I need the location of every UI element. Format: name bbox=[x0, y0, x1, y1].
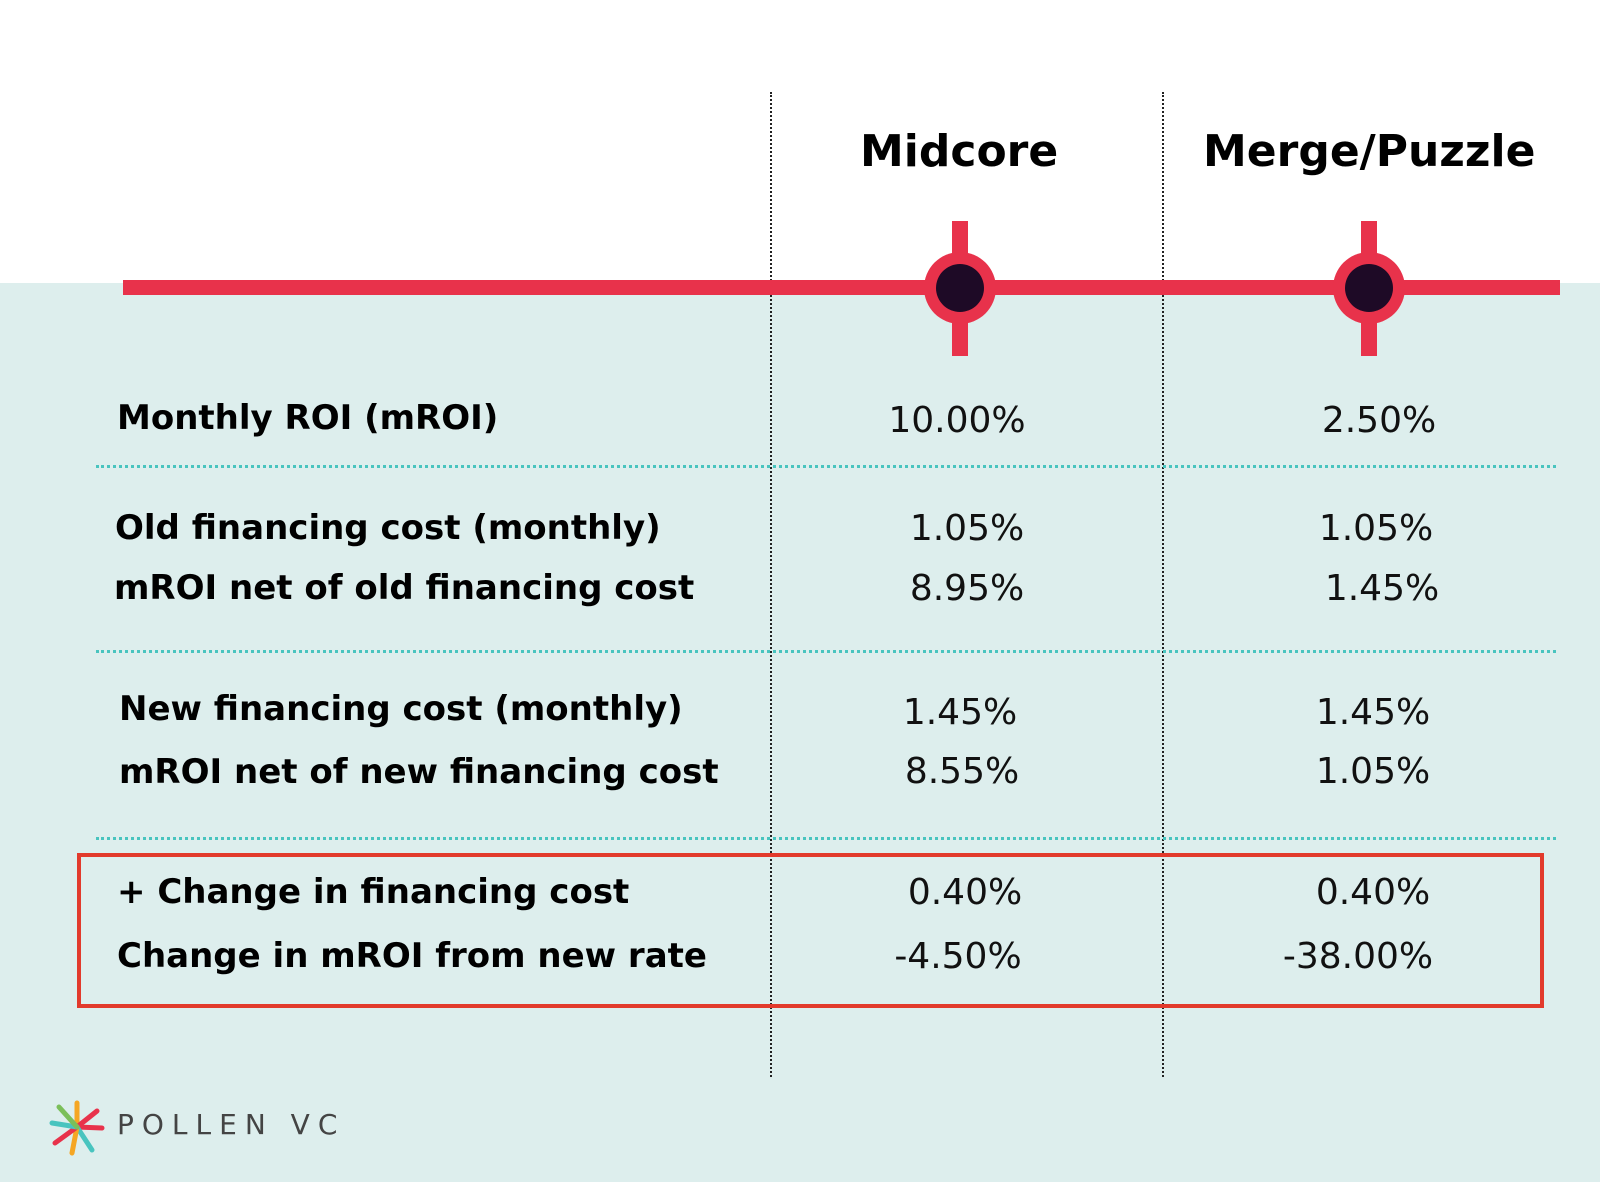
table-background-panel bbox=[0, 283, 1600, 1182]
row-separator bbox=[96, 650, 1556, 653]
row-separator bbox=[96, 837, 1556, 840]
row-value-mroi-net-new-midcore: 8.55% bbox=[904, 751, 1020, 792]
highlight-box bbox=[77, 853, 1544, 1008]
row-separator bbox=[96, 465, 1556, 468]
pollen-star-icon bbox=[49, 1100, 105, 1156]
row-label-old-financing-cost: Old financing cost (monthly) bbox=[115, 508, 661, 548]
row-label-change-mroi: Change in mROI from new rate bbox=[117, 936, 707, 976]
column-header-merge-puzzle: Merge/Puzzle bbox=[1203, 126, 1536, 177]
column-divider-left bbox=[770, 92, 772, 1077]
timeline-marker-midcore bbox=[924, 221, 996, 356]
row-value-change-mroi-merge-puzzle: -38.00% bbox=[1282, 936, 1434, 977]
timeline-bar bbox=[123, 280, 1560, 295]
row-value-change-financing-cost-merge-puzzle: 0.40% bbox=[1315, 872, 1431, 913]
row-value-new-financing-cost-midcore: 1.45% bbox=[902, 692, 1018, 733]
row-value-new-financing-cost-merge-puzzle: 1.45% bbox=[1315, 692, 1431, 733]
row-label-mroi-net-old: mROI net of old financing cost bbox=[114, 568, 695, 608]
timeline-marker-merge-puzzle bbox=[1333, 221, 1405, 356]
row-value-mroi-net-new-merge-puzzle: 1.05% bbox=[1315, 751, 1431, 792]
row-value-monthly-roi-merge-puzzle: 2.50% bbox=[1321, 400, 1437, 441]
row-value-monthly-roi-midcore: 10.00% bbox=[888, 400, 1026, 441]
row-label-change-financing-cost: + Change in financing cost bbox=[117, 872, 630, 912]
column-header-midcore: Midcore bbox=[860, 126, 1059, 177]
row-label-new-financing-cost: New financing cost (monthly) bbox=[119, 689, 683, 729]
row-value-change-mroi-midcore: -4.50% bbox=[894, 936, 1022, 977]
row-value-old-financing-cost-merge-puzzle: 1.05% bbox=[1318, 508, 1434, 549]
row-value-change-financing-cost-midcore: 0.40% bbox=[907, 872, 1023, 913]
row-value-mroi-net-old-merge-puzzle: 1.45% bbox=[1324, 568, 1440, 609]
row-value-old-financing-cost-midcore: 1.05% bbox=[909, 508, 1025, 549]
row-label-monthly-roi: Monthly ROI (mROI) bbox=[117, 398, 499, 438]
row-value-mroi-net-old-midcore: 8.95% bbox=[909, 568, 1025, 609]
brand-name: POLLEN VC bbox=[117, 1108, 346, 1141]
column-divider-right bbox=[1162, 92, 1164, 1077]
row-label-mroi-net-new: mROI net of new financing cost bbox=[119, 752, 719, 792]
